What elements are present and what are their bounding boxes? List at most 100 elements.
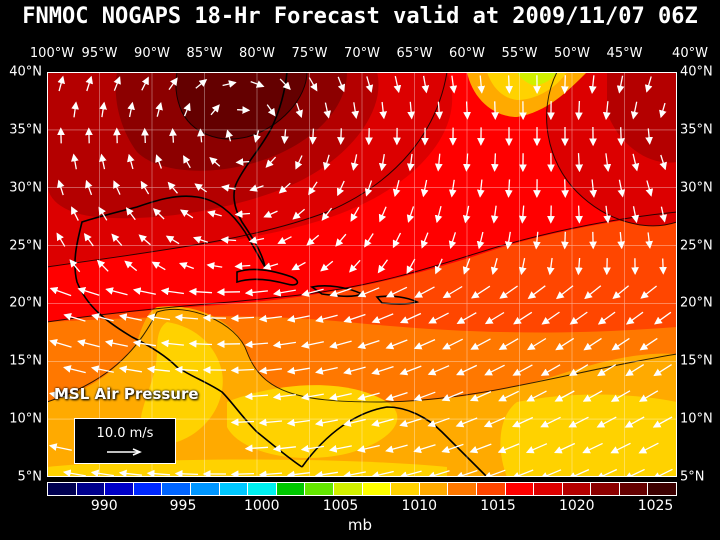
colorbar-tick-label: 1010 [401, 498, 438, 514]
wind-arrow [118, 313, 142, 321]
wind-arrow [442, 285, 463, 299]
wind-arrow [413, 444, 436, 454]
latitude-label: 35°N [680, 122, 713, 138]
wind-arrow [124, 260, 138, 272]
wind-arrow [377, 259, 389, 274]
wind-arrow [178, 262, 195, 270]
wind-arrow [174, 365, 199, 374]
wind-arrow [244, 288, 268, 297]
wind-arrow [85, 75, 93, 92]
wind-arrow [463, 101, 471, 120]
wind-arrow [526, 390, 547, 402]
wind-arrow [300, 444, 324, 453]
wind-arrow [561, 179, 569, 198]
wind-arrow [659, 206, 668, 223]
wind-arrow [476, 231, 485, 250]
wind-arrow [57, 75, 65, 92]
wind-arrow [343, 418, 366, 427]
wind-arrow [413, 391, 436, 402]
wind-arrow [167, 181, 178, 194]
wind-arrow [315, 366, 338, 375]
colorbar-swatch [591, 483, 620, 495]
pressure-colorbar [47, 482, 677, 496]
wind-arrow [230, 366, 255, 375]
wind-arrow [315, 314, 338, 323]
wind-arrow [596, 468, 618, 477]
colorbar-swatch [190, 483, 220, 495]
wind-arrow [220, 236, 237, 244]
wind-arrow [194, 183, 207, 193]
wind-arrow [300, 341, 324, 349]
colorbar-swatch [648, 483, 677, 495]
wind-arrow [151, 261, 166, 271]
latitude-label: 30°N [680, 180, 713, 196]
wind-arrow [588, 75, 597, 94]
colorbar-swatch [333, 483, 363, 495]
longitude-label: 100°W [29, 46, 75, 61]
wind-arrow [371, 313, 394, 324]
colorbar-tick-label: 1005 [322, 498, 359, 514]
wind-arrow [49, 286, 72, 297]
wind-arrow [575, 205, 583, 224]
longitude-label: 45°W [606, 46, 643, 61]
wind-arrow [476, 179, 485, 198]
wind-arrow [631, 153, 640, 172]
wind-arrow [491, 153, 499, 172]
wind-arrow [221, 184, 236, 192]
wind-arrow [125, 207, 136, 221]
wind-arrow [455, 417, 478, 428]
wind-arrow [546, 257, 555, 276]
wind-arrow [652, 416, 673, 428]
wind-arrow [337, 76, 346, 93]
wind-arrow [300, 392, 324, 401]
wind-arrow [230, 470, 255, 477]
wind-arrow [127, 153, 135, 170]
wind-arrow [48, 443, 72, 451]
wind-arrow [225, 129, 234, 142]
wind-arrow [512, 364, 533, 376]
wind-arrow [321, 207, 333, 221]
wind-arrow [138, 234, 151, 246]
wind-arrow [286, 366, 311, 375]
wind-arrow [306, 234, 320, 246]
wind-arrow [140, 180, 150, 195]
wind-arrow [526, 337, 547, 351]
wind-arrow [234, 262, 251, 270]
wind-arrow [603, 205, 612, 224]
wind-arrow [188, 287, 213, 296]
wind-arrow [222, 80, 237, 88]
wind-arrow [132, 339, 157, 348]
wind-arrow [169, 128, 177, 143]
wind-arrow [152, 208, 165, 220]
wind-arrow [597, 364, 617, 377]
latitude-axis-right: 40°N 35°N 30°N 25°N 20°N 15°N 10°N 5°N [678, 0, 720, 540]
latitude-label: 30°N [9, 180, 42, 196]
wind-arrow [399, 418, 422, 428]
wind-arrow [141, 76, 149, 91]
wind-arrow [308, 181, 318, 196]
wind-arrow [314, 470, 339, 477]
wind-arrow [165, 235, 180, 245]
pressure-band-1008-east [500, 394, 677, 477]
wind-arrow [192, 236, 209, 244]
wind-arrow [248, 236, 265, 244]
wind-arrow [462, 258, 471, 275]
pressure-map [47, 72, 677, 477]
colorbar-tick-label: 1025 [637, 498, 674, 514]
wind-arrow [582, 390, 603, 402]
wind-arrow [279, 78, 291, 91]
wind-arrow [630, 101, 639, 120]
wind-arrow [617, 232, 626, 250]
wind-arrow [469, 391, 492, 402]
wind-arrow [291, 261, 306, 271]
wind-arrow [625, 311, 644, 325]
wind-arrow [234, 210, 251, 218]
colorbar-swatch [276, 483, 306, 495]
wind-arrow [617, 179, 626, 198]
wind-arrow [554, 390, 575, 402]
wind-reference-arrow [107, 448, 142, 456]
wind-arrow [584, 285, 602, 300]
wind-arrow [183, 102, 191, 117]
latitude-label: 10°N [9, 411, 42, 427]
longitude-label: 90°W [134, 46, 170, 61]
